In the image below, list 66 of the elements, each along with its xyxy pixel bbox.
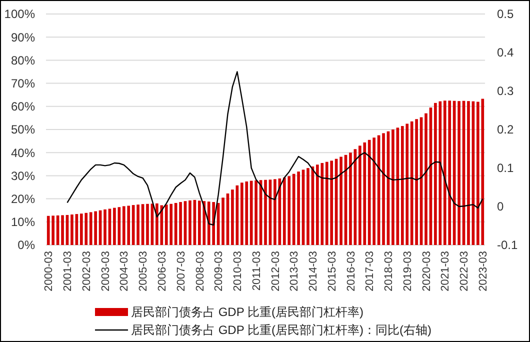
bar xyxy=(415,119,418,245)
bar xyxy=(297,172,300,245)
bar xyxy=(70,214,74,245)
y-tick-label: 80% xyxy=(10,53,36,68)
y2-tick-label: 0.4 xyxy=(497,46,514,60)
y2-tick-label: 0.3 xyxy=(497,84,514,98)
bar xyxy=(458,101,460,245)
x-tick-label: 2007-03 xyxy=(175,251,188,292)
legend-label: 居民部门债务占 GDP 比重(居民部门杠杆率) xyxy=(131,305,364,320)
bar xyxy=(113,208,116,245)
x-tick-label: 2016-03 xyxy=(345,251,358,292)
y-tick-label: 40% xyxy=(10,146,36,160)
y-tick-label: 90% xyxy=(10,30,36,44)
x-tick-label: 2008-03 xyxy=(194,251,206,292)
y-tick-label: 100% xyxy=(4,7,36,22)
x-tick-label: 2011-03 xyxy=(250,251,263,291)
x-tick-label: 2021-03 xyxy=(440,251,452,292)
x-tick-label: 2013-03 xyxy=(288,251,301,292)
x-tick-label: 2003-03 xyxy=(100,251,112,292)
x-tick-label: 2023-03 xyxy=(477,251,490,292)
bar xyxy=(104,209,106,245)
bar xyxy=(136,204,140,245)
bar xyxy=(349,152,352,245)
bar xyxy=(467,101,470,245)
y2-tick-label: 0.5 xyxy=(497,7,514,22)
x-tick-label: 2005-03 xyxy=(138,251,150,292)
x-tick-label: 2001-03 xyxy=(62,251,74,292)
y-tick-label: 60% xyxy=(10,100,36,114)
x-tick-label: 2010-03 xyxy=(232,251,244,292)
x-tick-label: 2014-03 xyxy=(308,251,320,292)
bar xyxy=(424,113,428,245)
bar xyxy=(392,130,394,245)
y-tick-label: 0% xyxy=(18,238,36,252)
legend-label: 居民部门债务占 GDP 比重(居民部门杠杆率)：同比(右轴) xyxy=(131,323,432,338)
y2-tick-label: 0.2 xyxy=(497,122,514,137)
x-tick-label: 2022-03 xyxy=(458,251,471,292)
y-tick-label: 50% xyxy=(10,122,36,137)
x-tick-label: 2018-03 xyxy=(383,251,396,292)
x-tick-label: 2009-03 xyxy=(213,251,226,292)
x-tick-label: 2015-03 xyxy=(326,251,338,292)
bar xyxy=(222,198,224,245)
y-tick-label: 70% xyxy=(10,76,36,90)
y2-tick-label: -0.1 xyxy=(497,238,518,252)
bar xyxy=(146,204,149,245)
bar xyxy=(188,200,192,245)
bar xyxy=(340,156,342,245)
x-tick-label: 2006-03 xyxy=(156,251,168,292)
y-tick-label: 30% xyxy=(10,168,36,183)
y-tick-label: 20% xyxy=(10,192,36,206)
x-tick-label: 2004-03 xyxy=(118,251,131,292)
line-series xyxy=(66,71,484,226)
y2-tick-label: 0 xyxy=(497,200,504,214)
x-tick-label: 2000-03 xyxy=(43,251,56,292)
x-tick-label: 2017-03 xyxy=(364,251,376,292)
bar xyxy=(61,215,64,245)
bar xyxy=(179,202,182,245)
bar xyxy=(264,180,267,245)
x-tick-label: 2020-03 xyxy=(420,251,433,292)
bar xyxy=(306,168,310,245)
bar xyxy=(382,133,385,245)
y-tick-label: 10% xyxy=(10,215,36,230)
y2-tick-label: 0.1 xyxy=(497,161,514,176)
x-tick-label: 2002-03 xyxy=(80,251,93,292)
x-tick-label: 2019-03 xyxy=(402,251,414,292)
x-tick-label: 2012-03 xyxy=(270,251,282,292)
bar xyxy=(231,190,234,245)
